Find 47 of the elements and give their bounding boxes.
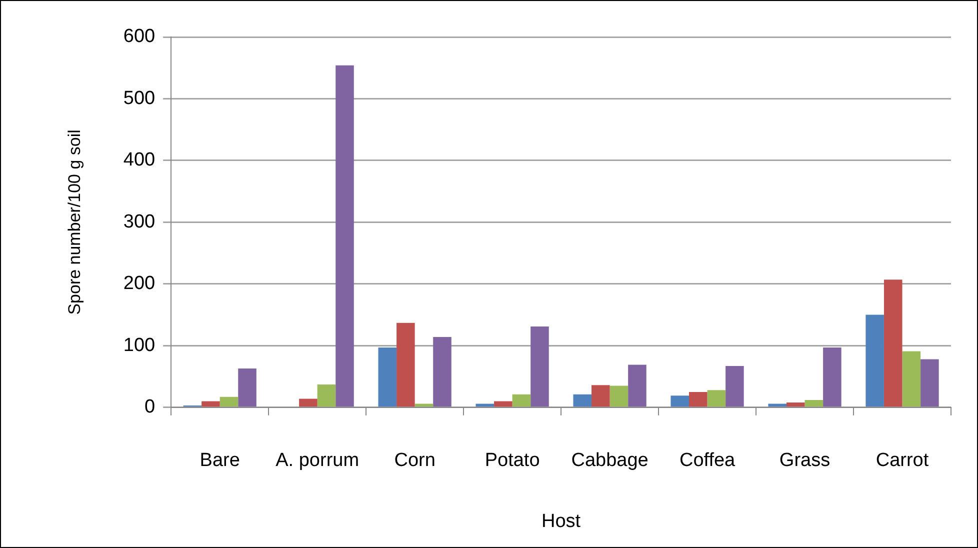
bar <box>220 396 238 407</box>
bar <box>768 404 786 407</box>
bar <box>689 392 708 407</box>
y-tick-label: 200 <box>123 273 156 294</box>
bar <box>823 348 842 407</box>
bar <box>573 394 592 407</box>
bar <box>866 314 884 407</box>
x-tick-label: Cabbage <box>571 450 648 472</box>
y-tick-label: 300 <box>123 211 156 232</box>
x-tick-label: Carrot <box>876 450 930 472</box>
x-tick-label: Coffea <box>679 450 736 472</box>
bar <box>299 398 318 407</box>
y-tick-label: 100 <box>123 334 156 356</box>
bar <box>476 404 494 407</box>
bar <box>804 400 824 407</box>
x-tick-label: Corn <box>394 450 436 472</box>
bar <box>530 326 549 407</box>
bar <box>238 368 256 407</box>
bar <box>512 394 531 407</box>
bar <box>902 351 921 407</box>
bar <box>317 384 336 407</box>
y-tick-label: 600 <box>123 26 156 48</box>
bar <box>726 366 744 407</box>
bar <box>378 348 397 407</box>
x-tick-label: Bare <box>200 450 240 472</box>
bar <box>202 401 220 407</box>
bar <box>494 401 512 407</box>
bar <box>628 364 646 407</box>
y-tick-label: 400 <box>123 150 156 171</box>
bar <box>433 337 452 407</box>
x-tick-label: Potato <box>484 450 540 472</box>
bar <box>920 359 939 407</box>
bar <box>414 404 434 407</box>
bar <box>786 402 805 407</box>
bar <box>610 386 628 407</box>
bar <box>707 390 726 407</box>
bar <box>396 322 415 407</box>
y-tick-label: 500 <box>123 88 156 109</box>
x-axis-title: Host <box>542 510 582 532</box>
bar <box>592 385 610 407</box>
x-tick-label: Grass <box>779 450 830 472</box>
bar <box>336 65 354 407</box>
bar <box>670 396 690 407</box>
y-axis-title: Spore number/100 g soil <box>64 130 84 315</box>
bar <box>884 280 902 407</box>
y-tick-label: 0 <box>144 396 156 418</box>
x-tick-label: A. porrum <box>276 450 360 472</box>
